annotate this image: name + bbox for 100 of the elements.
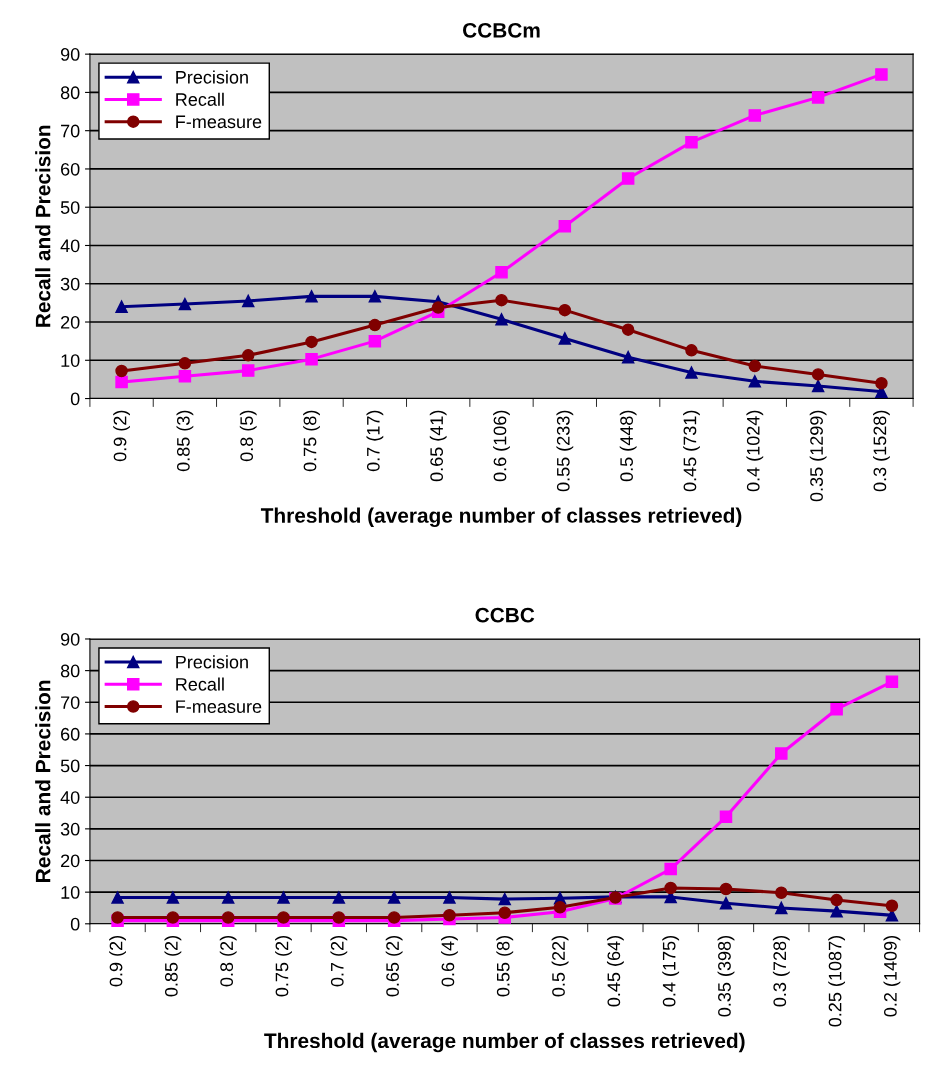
y-tick-label: 40 — [60, 239, 80, 253]
point — [875, 68, 888, 81]
point — [685, 135, 698, 149]
x-axis-title: Threshold (average number of classes retrieved) — [260, 507, 742, 528]
x-tick-label: 0.9 (2) — [113, 410, 130, 462]
x-tick-label: 0.45 (731) — [683, 410, 700, 492]
point — [115, 375, 128, 389]
y-tick-label: 80 — [60, 86, 80, 100]
y-axis-title: Recall and Precision — [35, 680, 51, 882]
point — [885, 909, 899, 922]
point — [241, 364, 255, 377]
y-tick-label: 10 — [61, 886, 80, 899]
x-tick-label: 0.55 (233) — [556, 410, 574, 492]
x-tick-label: 0.9 (2) — [109, 936, 126, 987]
point — [277, 891, 290, 904]
y-tick-label: 90 — [60, 48, 80, 61]
point — [368, 318, 382, 332]
point — [775, 901, 788, 915]
point — [305, 335, 318, 349]
x-tick-label: 0.65 (2) — [385, 936, 403, 997]
legend-label: F-measure — [176, 700, 262, 713]
point — [748, 375, 762, 388]
legend-label: Recall — [176, 677, 224, 691]
x-tick-label: 0.2 (1409) — [883, 936, 901, 1017]
y-tick-label: 90 — [60, 632, 80, 646]
x-tick-label: 0.85 (2) — [164, 936, 182, 997]
point — [885, 675, 899, 688]
y-tick-label: 70 — [61, 696, 80, 709]
legend-label: F-measure — [176, 115, 262, 129]
point — [621, 323, 635, 336]
point — [775, 747, 788, 760]
point — [332, 891, 346, 904]
x-tick-label: 0.85 (3) — [176, 410, 194, 472]
point — [178, 370, 192, 383]
point — [830, 893, 843, 907]
point — [166, 891, 180, 904]
point — [719, 810, 733, 824]
point — [241, 349, 255, 362]
legend-label: Precision — [176, 70, 248, 84]
point — [811, 91, 825, 104]
point — [115, 364, 128, 378]
point — [368, 290, 382, 303]
y-axis-title: Recall and Precision — [35, 125, 51, 327]
point — [621, 172, 635, 185]
x-tick-label: 0.75 (8) — [303, 410, 320, 472]
x-tick-label: 0.8 (5) — [239, 410, 257, 462]
y-tick-label: 20 — [61, 854, 80, 868]
y-tick-label: 50 — [60, 201, 80, 214]
point — [498, 892, 512, 906]
point — [443, 891, 456, 904]
chart-title: CCBCm — [463, 22, 540, 38]
point — [719, 882, 733, 896]
point — [685, 366, 698, 379]
y-tick-label: 60 — [61, 162, 80, 176]
x-tick-label: 0.65 (41) — [429, 410, 447, 482]
x-tick-label: 0.4 (175) — [662, 936, 680, 1007]
y-tick-label: 30 — [60, 822, 80, 836]
point — [498, 906, 512, 919]
point — [558, 332, 572, 345]
y-tick-label: 50 — [60, 759, 80, 773]
point — [664, 862, 677, 876]
point — [111, 891, 124, 904]
point — [178, 297, 192, 311]
legend-label: Recall — [176, 92, 224, 106]
x-tick-label: 0.55 (8) — [496, 936, 514, 997]
point — [558, 220, 572, 233]
y-tick-label: 10 — [61, 354, 80, 367]
point — [495, 266, 508, 279]
point — [621, 350, 635, 364]
point — [305, 352, 318, 366]
point — [685, 344, 698, 357]
x-tick-label: 0.8 (2) — [219, 936, 237, 987]
legend-label: Precision — [176, 655, 248, 669]
point — [775, 886, 788, 900]
y-tick-label: 70 — [61, 124, 80, 138]
y-tick-label: 0 — [70, 392, 80, 406]
x-tick-label: 0.7 (17) — [366, 410, 384, 472]
point — [664, 881, 677, 895]
point — [305, 290, 318, 303]
point — [830, 904, 843, 918]
point — [431, 301, 445, 314]
chart-title: CCBC — [475, 607, 535, 623]
point — [875, 376, 888, 390]
point — [748, 109, 762, 122]
point — [115, 300, 128, 313]
point — [811, 379, 825, 393]
x-tick-label: 0.5 (22) — [551, 936, 569, 997]
point — [558, 303, 572, 317]
x-tick-label: 0.6 (106) — [493, 410, 510, 482]
x-tick-label: 0.25 (1087) — [828, 936, 846, 1027]
x-tick-label: 0.6 (4) — [441, 936, 458, 987]
x-tick-label: 0.3 (728) — [772, 936, 790, 1007]
point — [387, 891, 401, 904]
x-tick-label: 0.3 (1528) — [873, 410, 890, 492]
point — [495, 313, 508, 326]
point — [748, 359, 762, 373]
point — [885, 899, 899, 913]
point — [719, 896, 733, 910]
point — [368, 334, 382, 348]
point — [495, 293, 508, 307]
